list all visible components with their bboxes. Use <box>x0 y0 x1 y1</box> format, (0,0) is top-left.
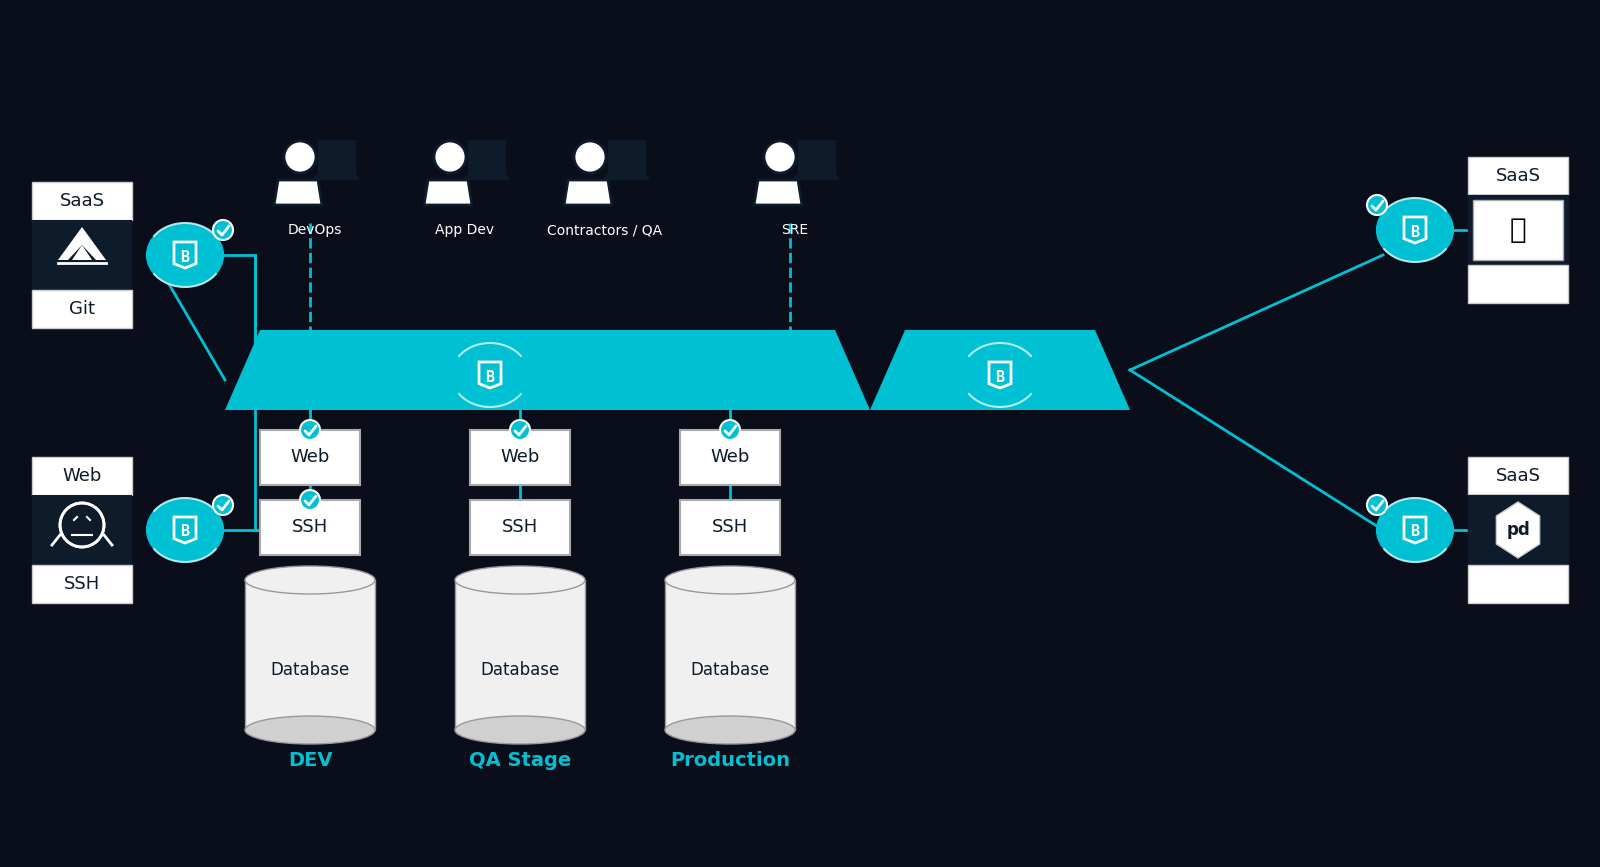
Ellipse shape <box>147 498 224 562</box>
Circle shape <box>285 141 317 173</box>
Ellipse shape <box>666 716 795 744</box>
Polygon shape <box>424 180 472 205</box>
Ellipse shape <box>1376 498 1453 562</box>
Polygon shape <box>314 175 360 180</box>
Polygon shape <box>467 140 506 175</box>
Text: Database: Database <box>690 661 770 679</box>
Ellipse shape <box>245 566 374 594</box>
Circle shape <box>510 420 530 440</box>
Bar <box>32 565 131 603</box>
Bar <box>1469 157 1568 195</box>
Text: QA Stage: QA Stage <box>469 751 571 770</box>
Text: B: B <box>995 369 1005 384</box>
Text: Web: Web <box>501 448 539 466</box>
Bar <box>1469 495 1568 565</box>
Polygon shape <box>318 140 355 175</box>
Polygon shape <box>603 175 650 180</box>
Bar <box>680 500 781 555</box>
Polygon shape <box>72 245 93 260</box>
Text: SaaS: SaaS <box>1496 467 1541 485</box>
Circle shape <box>1366 495 1387 515</box>
Bar <box>1469 565 1568 603</box>
Text: pd: pd <box>1506 521 1530 539</box>
Circle shape <box>1366 195 1387 215</box>
Text: App Dev: App Dev <box>435 223 494 237</box>
Bar <box>680 430 781 485</box>
Circle shape <box>434 141 466 173</box>
Bar <box>454 580 586 730</box>
Bar <box>32 182 131 220</box>
Polygon shape <box>794 175 840 180</box>
Bar <box>245 580 374 730</box>
Text: SRE: SRE <box>781 223 808 237</box>
Bar <box>1474 200 1563 260</box>
Bar <box>1469 265 1568 303</box>
Text: B: B <box>181 250 189 264</box>
Polygon shape <box>798 140 835 175</box>
Polygon shape <box>274 180 322 205</box>
Text: SSH: SSH <box>712 518 749 536</box>
Text: Git: Git <box>69 300 94 318</box>
Text: Database: Database <box>270 661 350 679</box>
Ellipse shape <box>666 566 795 594</box>
Polygon shape <box>870 330 1130 410</box>
Ellipse shape <box>454 716 586 744</box>
Ellipse shape <box>962 343 1038 407</box>
Text: Production: Production <box>670 751 790 770</box>
Ellipse shape <box>454 566 586 594</box>
Ellipse shape <box>245 716 374 744</box>
Text: Web: Web <box>290 448 330 466</box>
Text: Contractors / QA: Contractors / QA <box>547 223 662 237</box>
Circle shape <box>61 503 104 547</box>
Text: B: B <box>485 369 494 384</box>
Text: SSH: SSH <box>64 575 101 593</box>
Polygon shape <box>563 180 611 205</box>
Circle shape <box>574 141 606 173</box>
Bar <box>32 495 131 565</box>
Text: DEV: DEV <box>288 751 333 770</box>
Polygon shape <box>58 227 106 260</box>
Text: SSH: SSH <box>291 518 328 536</box>
Polygon shape <box>754 180 802 205</box>
Bar <box>470 500 570 555</box>
Text: B: B <box>1411 525 1419 539</box>
Circle shape <box>213 220 234 240</box>
Ellipse shape <box>147 223 224 287</box>
Bar <box>666 580 795 730</box>
Bar <box>32 220 131 290</box>
Circle shape <box>213 495 234 515</box>
Circle shape <box>765 141 797 173</box>
Bar <box>259 430 360 485</box>
Text: Web: Web <box>710 448 750 466</box>
Text: SaaS: SaaS <box>59 192 104 210</box>
Text: Database: Database <box>480 661 560 679</box>
Bar <box>32 290 131 328</box>
Text: B: B <box>1411 225 1419 239</box>
Text: DevOps: DevOps <box>288 223 342 237</box>
Text: SSH: SSH <box>502 518 538 536</box>
Polygon shape <box>1496 502 1539 558</box>
Ellipse shape <box>451 343 528 407</box>
Bar <box>1469 457 1568 495</box>
Bar <box>1469 195 1568 265</box>
Text: SaaS: SaaS <box>1496 167 1541 185</box>
Circle shape <box>301 490 320 510</box>
Circle shape <box>301 420 320 440</box>
Polygon shape <box>608 140 645 175</box>
Text: 🐶: 🐶 <box>1510 216 1526 244</box>
Text: B: B <box>181 525 189 539</box>
Bar <box>470 430 570 485</box>
Bar <box>259 500 360 555</box>
Ellipse shape <box>1376 198 1453 262</box>
Polygon shape <box>462 175 510 180</box>
Polygon shape <box>226 330 870 410</box>
Text: Web: Web <box>62 467 102 485</box>
Circle shape <box>720 420 739 440</box>
Bar <box>32 457 131 495</box>
